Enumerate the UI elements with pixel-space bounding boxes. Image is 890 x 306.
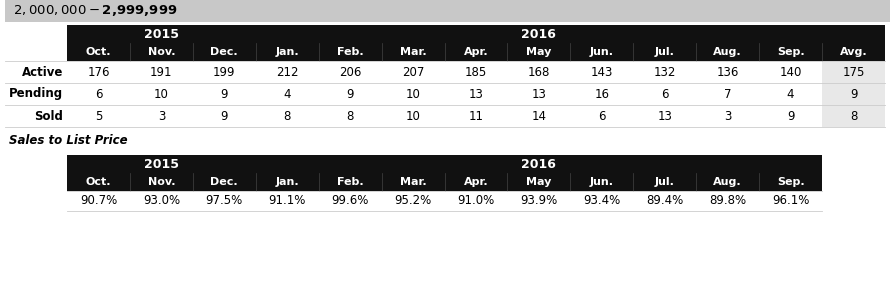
Text: 9: 9	[221, 88, 228, 100]
Text: Dec.: Dec.	[211, 177, 239, 187]
Bar	[822, 105, 885, 127]
Text: 4: 4	[284, 88, 291, 100]
Text: 99.6%: 99.6%	[331, 195, 368, 207]
Text: Aug.: Aug.	[714, 177, 742, 187]
Text: Sold: Sold	[34, 110, 63, 122]
Text: Apr.: Apr.	[464, 177, 489, 187]
Text: Sep.: Sep.	[777, 47, 805, 57]
Text: Active: Active	[21, 65, 63, 79]
Text: 136: 136	[716, 65, 739, 79]
Text: 206: 206	[339, 65, 361, 79]
Text: 9: 9	[787, 110, 795, 122]
Text: 9: 9	[850, 88, 857, 100]
Text: 3: 3	[724, 110, 732, 122]
Text: 2015: 2015	[144, 158, 179, 170]
Text: Jul.: Jul.	[655, 177, 675, 187]
Text: 93.0%: 93.0%	[142, 195, 180, 207]
Bar	[67, 25, 885, 43]
Text: 16: 16	[595, 88, 610, 100]
Text: 93.9%: 93.9%	[521, 195, 557, 207]
Text: 13: 13	[468, 88, 483, 100]
Bar	[67, 173, 822, 191]
Text: Jan.: Jan.	[275, 47, 299, 57]
Text: 2015: 2015	[144, 28, 179, 40]
Text: 9: 9	[346, 88, 354, 100]
Text: Nov.: Nov.	[148, 177, 175, 187]
Text: 8: 8	[346, 110, 354, 122]
Text: Dec.: Dec.	[211, 47, 239, 57]
Bar	[67, 43, 885, 61]
Text: Oct.: Oct.	[85, 177, 111, 187]
Text: Jan.: Jan.	[275, 177, 299, 187]
Text: 207: 207	[402, 65, 425, 79]
Text: Nov.: Nov.	[148, 47, 175, 57]
Text: 212: 212	[276, 65, 298, 79]
Text: 97.5%: 97.5%	[206, 195, 243, 207]
Text: May: May	[526, 47, 552, 57]
Text: 6: 6	[661, 88, 668, 100]
Text: 168: 168	[528, 65, 550, 79]
Text: 93.4%: 93.4%	[583, 195, 620, 207]
Text: 95.2%: 95.2%	[394, 195, 432, 207]
Text: 6: 6	[598, 110, 605, 122]
Text: Jul.: Jul.	[655, 47, 675, 57]
Text: 175: 175	[842, 65, 865, 79]
Text: 199: 199	[213, 65, 236, 79]
Text: 3: 3	[158, 110, 165, 122]
Bar	[67, 155, 822, 173]
Bar	[822, 61, 885, 83]
Text: Apr.: Apr.	[464, 47, 489, 57]
Text: 6: 6	[94, 88, 102, 100]
Text: Pending: Pending	[9, 88, 63, 100]
Text: 176: 176	[87, 65, 109, 79]
Bar	[5, 0, 890, 22]
Text: Feb.: Feb.	[336, 177, 363, 187]
Text: May: May	[526, 177, 552, 187]
Text: Mar.: Mar.	[400, 47, 426, 57]
Text: Sep.: Sep.	[777, 177, 805, 187]
Text: Oct.: Oct.	[85, 47, 111, 57]
Text: 90.7%: 90.7%	[80, 195, 117, 207]
Text: 14: 14	[531, 110, 546, 122]
Text: 11: 11	[468, 110, 483, 122]
Text: 10: 10	[406, 110, 420, 122]
Bar	[822, 83, 885, 105]
Text: 10: 10	[406, 88, 420, 100]
Text: Aug.: Aug.	[714, 47, 742, 57]
Text: 2016: 2016	[522, 28, 556, 40]
Text: Sales to List Price: Sales to List Price	[9, 135, 127, 147]
Text: 140: 140	[780, 65, 802, 79]
Text: 191: 191	[150, 65, 173, 79]
Text: 91.1%: 91.1%	[269, 195, 306, 207]
Text: 9: 9	[221, 110, 228, 122]
Text: $2,000,000 - $2,999,999: $2,000,000 - $2,999,999	[13, 3, 177, 18]
Text: 91.0%: 91.0%	[457, 195, 495, 207]
Text: 89.8%: 89.8%	[709, 195, 746, 207]
Text: 2016: 2016	[522, 158, 556, 170]
Text: 89.4%: 89.4%	[646, 195, 684, 207]
Text: Mar.: Mar.	[400, 177, 426, 187]
Text: 8: 8	[284, 110, 291, 122]
Text: 4: 4	[787, 88, 795, 100]
Text: 143: 143	[591, 65, 613, 79]
Text: 132: 132	[653, 65, 676, 79]
Text: 13: 13	[658, 110, 672, 122]
Text: Jun.: Jun.	[590, 47, 614, 57]
Text: 13: 13	[531, 88, 546, 100]
Text: 7: 7	[724, 88, 732, 100]
Text: 10: 10	[154, 88, 169, 100]
Text: 8: 8	[850, 110, 857, 122]
Text: Avg.: Avg.	[840, 47, 868, 57]
Text: Feb.: Feb.	[336, 47, 363, 57]
Text: 96.1%: 96.1%	[772, 195, 809, 207]
Text: Jun.: Jun.	[590, 177, 614, 187]
Text: 185: 185	[465, 65, 487, 79]
Text: 5: 5	[94, 110, 102, 122]
